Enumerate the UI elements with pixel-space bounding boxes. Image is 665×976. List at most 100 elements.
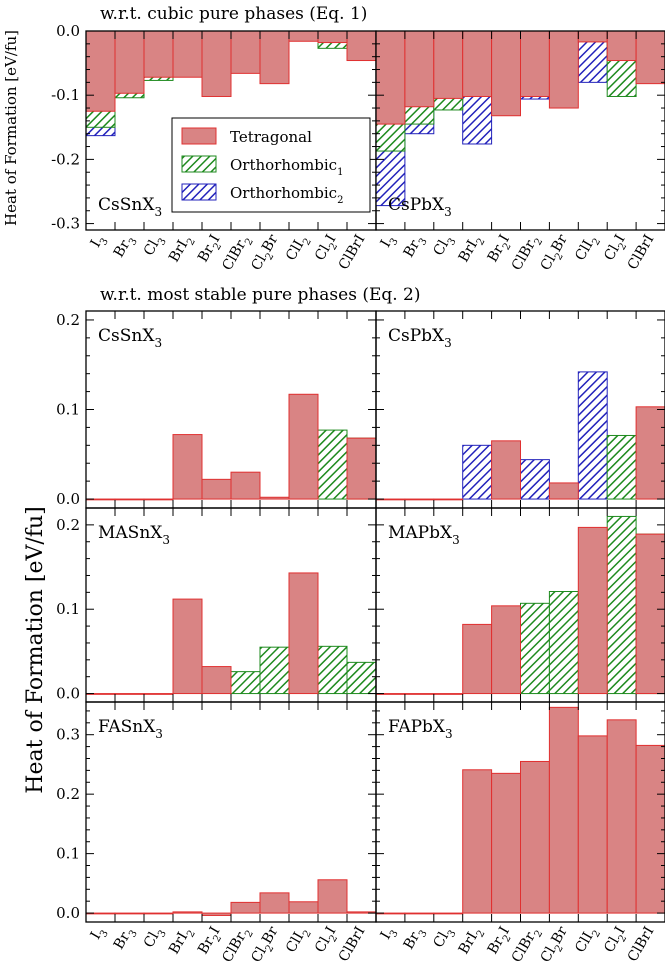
bar-tet-1	[114, 693, 145, 695]
x-category-label: Cl2Br	[538, 924, 575, 968]
bar-tet-2	[433, 912, 464, 915]
x-category-label: I3	[88, 924, 111, 944]
bar-tet-6	[259, 892, 290, 914]
ytick-label: 0.2	[56, 785, 80, 803]
bar-o1-6	[259, 646, 290, 695]
bar-tet-4	[201, 666, 232, 695]
bar-o1-8	[606, 515, 637, 695]
bar-tet-7	[577, 526, 608, 695]
panel-masnx-4: 0.0 0.1 0.2 MASnX3	[56, 507, 377, 703]
panel-cspbx-3: CsPbX3	[375, 310, 665, 509]
bar-o1-8	[606, 434, 637, 500]
bar-tet-6	[548, 706, 579, 914]
bar-tet-2	[143, 30, 174, 78]
bar-tet-7	[288, 572, 319, 695]
bar-tet-7	[577, 735, 608, 914]
bar-tet-9	[346, 437, 377, 500]
bar-tet-8	[317, 879, 348, 914]
ytick-label: 0.0	[56, 685, 80, 703]
bar-tet-9	[635, 406, 665, 500]
bar-tet-8	[606, 719, 637, 914]
ylabel-top: Heat of Formation [eV/fu]	[2, 30, 20, 226]
legend-label-tet: Tetragonal	[230, 128, 312, 146]
bar-tet-9	[635, 30, 665, 85]
legend-swatch-o2	[181, 183, 217, 201]
bar-tet-1	[404, 498, 435, 501]
legend-label-o1: Orthorhombic1	[230, 156, 343, 178]
x-category-label: ClBr2	[219, 924, 256, 967]
bar-o1-8	[317, 645, 348, 695]
legend-swatch-tet	[181, 127, 217, 145]
bar-tet-1	[114, 498, 145, 501]
bar-tet-7	[577, 30, 608, 43]
x-category-label: ClI2	[283, 924, 314, 957]
ytick-label: -0.1	[51, 86, 80, 104]
x-category-label: Br3	[111, 924, 140, 954]
bar-tet-3	[172, 911, 203, 914]
ytick-label: 0.0	[56, 22, 80, 40]
x-category-label: Br3	[111, 232, 140, 262]
bar-tet-6	[259, 496, 290, 500]
bar-tet-4	[491, 772, 522, 914]
ytick-label: 0.2	[56, 516, 80, 534]
panel-label: MAPbX3	[388, 523, 460, 547]
panel-label: MASnX3	[98, 523, 170, 547]
bar-tet-9	[635, 533, 665, 695]
x-category-label: BrI2	[166, 924, 198, 959]
x-category-label: Cl3	[141, 232, 169, 261]
heading-eq2: w.r.t. most stable pure phases (Eq. 2)	[100, 285, 421, 305]
bar-tet-3	[172, 434, 203, 500]
bar-tet-2	[143, 693, 174, 695]
bar-tet-2	[143, 498, 174, 501]
bar-tet-1	[404, 912, 435, 915]
x-category-label: ClBrI	[625, 924, 658, 965]
bar-tet-3	[172, 598, 203, 695]
x-category-label: Cl2Br	[248, 924, 285, 968]
x-category-label: Cl3	[431, 924, 459, 953]
legend-label-o2: Orthorhombic2	[230, 184, 343, 206]
bar-o1-5	[520, 602, 550, 695]
x-category-label: ClBrI	[625, 232, 658, 273]
bar-tet-5	[230, 901, 261, 914]
ytick-label: 0.1	[56, 600, 80, 618]
bar-tet-1	[404, 30, 435, 108]
x-category-label: Cl2Br	[248, 232, 285, 276]
ytick-label: 0.1	[56, 845, 80, 863]
x-category-label: Cl3	[431, 232, 459, 261]
bar-tet-4	[491, 605, 522, 695]
bar-tet-3	[172, 30, 203, 78]
bar-o2-7	[577, 371, 608, 500]
x-category-label: ClBr2	[509, 924, 546, 967]
x-category-label: Br3	[401, 232, 430, 262]
x-category-label: BrI2	[456, 924, 488, 959]
bar-tet-5	[230, 30, 261, 74]
bar-tet-4	[201, 478, 232, 500]
bar-tet-3	[462, 623, 493, 695]
bar-tet-0	[375, 30, 406, 125]
bar-o1-5	[230, 671, 261, 695]
bar-tet-4	[491, 440, 522, 500]
ytick-label: -0.2	[51, 150, 80, 168]
x-category-label: Cl3	[141, 924, 169, 953]
x-category-label: Br3	[401, 924, 430, 954]
panel-label: FAPbX3	[388, 717, 453, 741]
panel-label: FASnX3	[98, 717, 163, 741]
panel-label: CsPbX3	[388, 326, 452, 350]
bar-tet-9	[635, 744, 665, 914]
bar-tet-4	[201, 30, 232, 97]
panel-cspbx-1: CsPbX3	[375, 30, 665, 231]
bar-tet-7	[288, 393, 319, 500]
x-category-label: Cl2Br	[538, 232, 575, 276]
x-category-label: I3	[88, 232, 111, 252]
x-category-label: ClBrI	[336, 232, 369, 273]
heading-eq1: w.r.t. cubic pure phases (Eq. 1)	[100, 4, 367, 24]
bar-tet-8	[606, 30, 637, 62]
bar-tet-2	[433, 693, 464, 695]
panel-label: CsSnX3	[98, 326, 162, 350]
bar-tet-5	[230, 471, 261, 500]
bar-o1-6	[548, 591, 579, 695]
bar-tet-3	[462, 30, 493, 97]
x-category-label: BrI2	[456, 232, 488, 267]
panel-cssnx-2: 0.0 0.1 0.2 CsSnX3	[56, 310, 377, 509]
